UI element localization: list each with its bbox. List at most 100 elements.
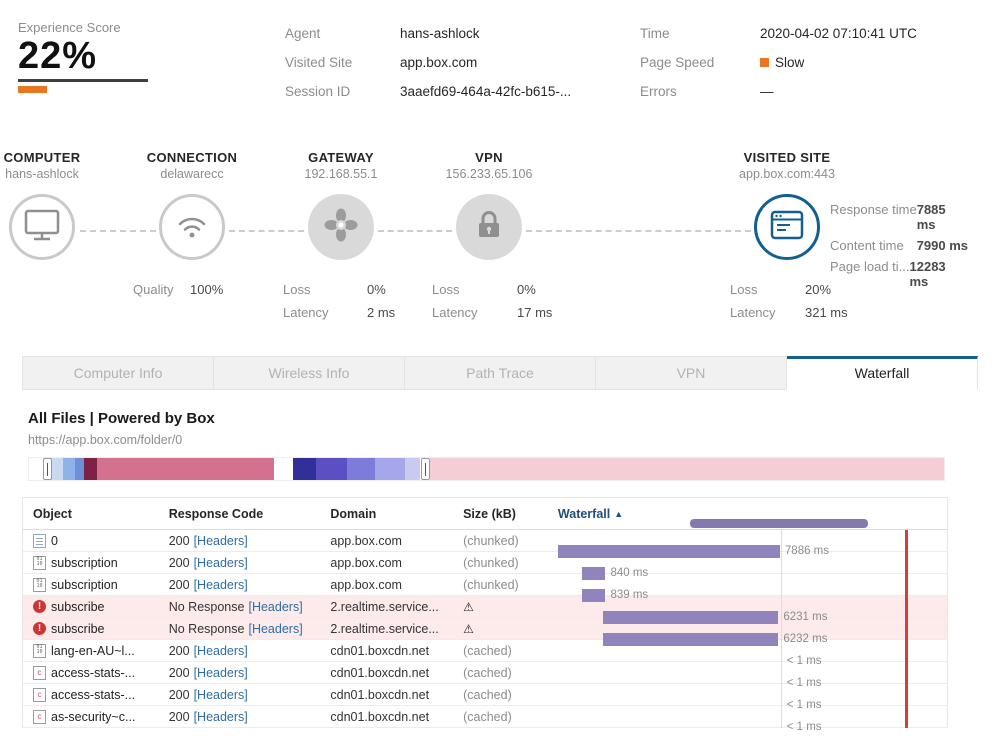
table-row[interactable]: as-security~c... 200[Headers] cdn01.boxc… (23, 706, 947, 733)
waterfall-bar[interactable] (602, 610, 779, 624)
headers-link[interactable]: [Headers] (193, 577, 248, 592)
headers-link[interactable]: [Headers] (248, 599, 303, 614)
visited-site-node-circle[interactable] (754, 194, 820, 260)
size-cell: (chunked) (463, 555, 519, 570)
table-row[interactable]: subscription 200[Headers] app.box.com (c… (23, 552, 947, 580)
wifi-icon (173, 210, 211, 245)
document-icon (33, 533, 46, 548)
computer-node-circle[interactable] (9, 194, 75, 260)
duration-label: < 1 ms (786, 720, 822, 733)
visited-site-label: Visited Site (285, 55, 353, 70)
loss-value: 0% (367, 282, 386, 297)
duration-label: < 1 ms (786, 698, 822, 711)
experience-score: Experience Score 22% (18, 20, 148, 93)
response-code-cell: No Response [Headers] (159, 600, 321, 614)
path-node-visited-site: VISITED SITE app.box.com:443 (707, 150, 867, 260)
agent-label: Agent (285, 26, 321, 41)
minimap-segment (62, 458, 75, 480)
errors-value: — (760, 84, 774, 99)
header-time-range-bar[interactable] (689, 518, 868, 528)
headers-link[interactable]: [Headers] (193, 709, 248, 724)
object-name: access-stats-... (51, 687, 136, 702)
gateway-node-circle[interactable] (308, 194, 374, 260)
minimap-handle[interactable] (43, 458, 52, 480)
page-title: All Files | Powered by Box (28, 410, 215, 427)
minimap-segment (48, 458, 63, 480)
column-header-response-code[interactable]: Response Code (168, 506, 264, 521)
domain-cell: 2.realtime.service... (330, 599, 439, 614)
score-bar-fill (18, 85, 47, 93)
column-header-object[interactable]: Object (33, 506, 72, 521)
duration-label: 840 ms (610, 566, 649, 579)
response-code-cell: 200 [Headers] (159, 688, 321, 702)
waterfall-bar[interactable] (581, 588, 606, 602)
waterfall-table-body: 0 200 [Headers] app.box.com (chunked) 788… (23, 530, 947, 733)
node-title: COMPUTER (3, 150, 81, 165)
waterfall-bar[interactable] (557, 544, 780, 558)
minimap-segment (405, 458, 421, 480)
table-row[interactable]: lang-en-AU~l... 200[Headers] cdn01.boxcd… (23, 640, 947, 667)
latency-value: 17 ms (517, 305, 553, 320)
table-row[interactable]: 0 200 [Headers] app.box.com (chunked) 788… (23, 530, 947, 558)
tab-vpn[interactable]: VPN (596, 356, 787, 390)
column-header-waterfall[interactable]: Waterfall ▲ (548, 507, 947, 528)
latency-value: 2 ms (367, 305, 396, 320)
duration-label: 6231 ms (783, 610, 828, 623)
column-header-size[interactable]: Size (kB) (463, 506, 516, 521)
response-code: 200 (168, 555, 190, 570)
path-node-gateway: GATEWAY 192.168.55.1 (261, 150, 421, 260)
latency-label: Latency (730, 305, 776, 320)
waterfall-bar[interactable] (602, 632, 779, 646)
minimap-segment (347, 458, 376, 480)
score-bar-track (18, 78, 148, 82)
node-subtitle: 192.168.55.1 (304, 167, 378, 181)
waterfall-bar[interactable] (581, 566, 606, 580)
response-code: 200 (168, 709, 190, 724)
experience-score-value: 22% (18, 35, 98, 77)
minimap-segment (274, 458, 294, 480)
errors-label: Errors (640, 84, 677, 99)
size-cell: ⚠ (463, 621, 474, 636)
css-file-icon (33, 709, 46, 724)
table-row[interactable]: subscription 200[Headers] app.box.com (c… (23, 574, 947, 602)
headers-link[interactable]: [Headers] (248, 621, 303, 636)
time-value: 2020-04-02 07:10:41 UTC (760, 26, 917, 41)
binary-file-icon (33, 643, 46, 658)
object-name: subscription (51, 555, 118, 570)
tab-wireless-info[interactable]: Wireless Info (214, 356, 405, 390)
object-name: subscribe (51, 599, 105, 614)
gateway-metrics: Loss 0% Latency 2 ms (283, 282, 395, 328)
table-row[interactable]: access-stats-... 200[Headers] cdn01.boxc… (23, 684, 947, 711)
domain-cell: cdn01.boxcdn.net (330, 687, 430, 702)
timeline-minimap[interactable] (28, 457, 945, 481)
error-icon (33, 600, 46, 613)
size-cell: (cached) (463, 709, 512, 724)
page-load-time-label: Page load ti... (830, 259, 910, 274)
minimap-segment (83, 458, 97, 480)
content-time-label: Content time (830, 238, 904, 253)
tab-computer-info[interactable]: Computer Info (22, 356, 214, 390)
column-header-domain[interactable]: Domain (330, 506, 377, 521)
tab-path-trace[interactable]: Path Trace (405, 356, 596, 390)
object-name: lang-en-AU~l... (51, 643, 135, 658)
session-id-value: 3aaefd69-464a-42fc-b615-... (400, 84, 572, 99)
vpn-node-circle[interactable] (456, 194, 522, 260)
response-code: No Response (168, 599, 245, 614)
node-subtitle: 156.233.65.106 (445, 167, 533, 181)
minimap-handle[interactable] (421, 458, 430, 480)
headers-link[interactable]: [Headers] (193, 687, 248, 702)
connection-node-circle[interactable] (159, 194, 225, 260)
latency-value: 321 ms (805, 305, 848, 320)
headers-link[interactable]: [Headers] (193, 555, 248, 570)
latency-label: Latency (283, 305, 329, 320)
object-name: as-security~c... (51, 709, 136, 724)
path-node-vpn: VPN 156.233.65.106 (409, 150, 569, 260)
table-row[interactable]: access-stats-... 200[Headers] cdn01.boxc… (23, 662, 947, 689)
session-header: Experience Score 22% Agent hans-ashlock V… (0, 0, 1000, 140)
headers-link[interactable]: [Headers] (193, 665, 248, 680)
headers-link[interactable]: [Headers] (193, 533, 248, 548)
table-row[interactable]: subscribe No Response[Headers] 2.realtim… (23, 618, 947, 646)
tab-waterfall[interactable]: Waterfall (787, 356, 978, 390)
headers-link[interactable]: [Headers] (193, 643, 248, 658)
table-row[interactable]: subscribe No Response[Headers] 2.realtim… (23, 596, 947, 624)
